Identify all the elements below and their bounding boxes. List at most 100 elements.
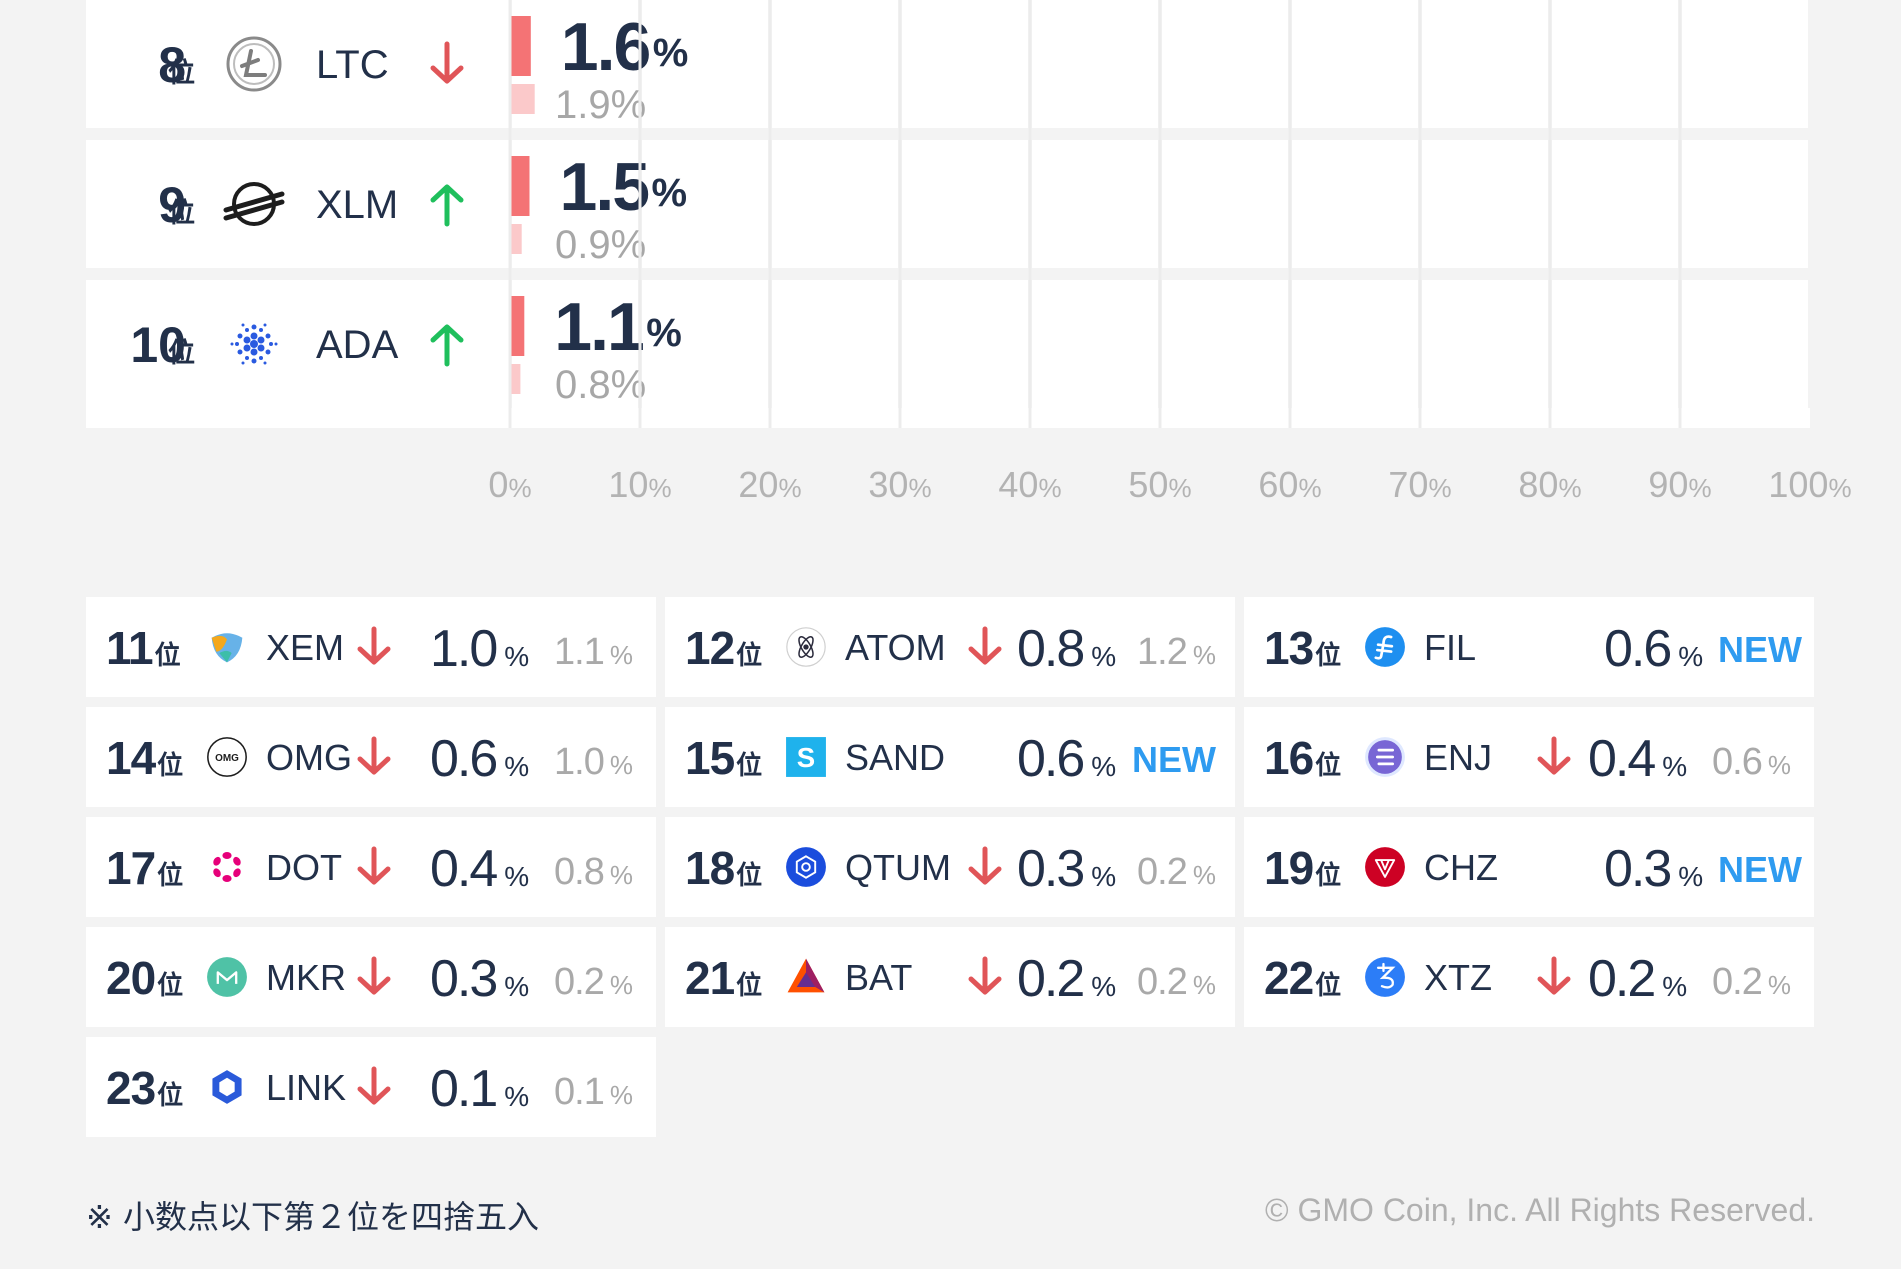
coin-icon-frame bbox=[1365, 847, 1405, 887]
new-badge: NEW bbox=[1132, 739, 1216, 780]
coin-symbol: DOT bbox=[266, 847, 342, 888]
coin-icon-frame bbox=[1365, 957, 1405, 997]
plot-cell bbox=[1032, 280, 1158, 408]
rank-number: 12 bbox=[685, 622, 735, 674]
rank-label: 21位 bbox=[685, 951, 762, 1007]
trend-frame bbox=[357, 626, 391, 665]
rank-label: 12位 bbox=[685, 621, 762, 677]
value-current: 0.1 bbox=[430, 1060, 498, 1118]
previous-block: 0.6% bbox=[1712, 741, 1791, 784]
tezos-icon bbox=[1365, 957, 1405, 997]
rank-label: 22位 bbox=[1264, 951, 1341, 1007]
value-unit: % bbox=[504, 861, 530, 892]
rank-cell: 20位 MKR 0.3% 0.2% bbox=[86, 927, 656, 1027]
value-previous-unit: % bbox=[1192, 970, 1216, 1000]
value-current: 1.0 bbox=[430, 620, 498, 678]
coin-icon-frame bbox=[211, 633, 243, 663]
nem-icon bbox=[211, 633, 243, 663]
value-previous: 1.0 bbox=[554, 741, 605, 783]
value-unit: % bbox=[1091, 861, 1117, 892]
rank-suffix: 位 bbox=[1315, 641, 1342, 671]
chiliz-icon bbox=[1365, 847, 1405, 887]
value-previous-unit: % bbox=[609, 860, 633, 890]
rank-number: 17 bbox=[106, 842, 156, 894]
value-current: 0.2 bbox=[1588, 950, 1656, 1008]
cosmos-icon bbox=[786, 627, 826, 667]
new-badge: NEW bbox=[1718, 849, 1802, 890]
x-tick-label: 60% bbox=[1258, 464, 1321, 505]
value-current: 1.6 bbox=[561, 9, 650, 85]
row-label-bg bbox=[86, 280, 510, 408]
rank-number: 23 bbox=[106, 1062, 156, 1114]
trend-frame bbox=[357, 846, 391, 885]
rank-label: 15位 bbox=[685, 731, 762, 787]
coin-symbol: ATOM bbox=[845, 627, 946, 668]
rank-number: 21 bbox=[685, 952, 735, 1004]
coin-symbol: QTUM bbox=[845, 847, 951, 888]
value-block: 0.3% bbox=[1017, 839, 1116, 899]
trend-frame bbox=[357, 956, 391, 995]
rank-suffix: 位 bbox=[154, 641, 181, 671]
value-previous-unit: % bbox=[1767, 750, 1791, 780]
plot-cell bbox=[1292, 140, 1418, 268]
value-previous-unit: % bbox=[1192, 860, 1216, 890]
plot-cell bbox=[902, 140, 1028, 268]
arrow-down-icon bbox=[357, 956, 391, 995]
plot-cell bbox=[902, 280, 1028, 408]
value-unit: % bbox=[1091, 971, 1117, 1002]
rank-cell: 22位 XTZ 0.2% 0.2% bbox=[1244, 927, 1814, 1027]
row-label-bg bbox=[86, 140, 510, 268]
rank-number: 16 bbox=[1264, 732, 1314, 784]
plot-cell bbox=[642, 0, 768, 128]
plot-cell bbox=[772, 140, 898, 268]
coin-symbol: LTC bbox=[316, 43, 389, 87]
value-unit: % bbox=[504, 971, 530, 1002]
coin-symbol: BAT bbox=[845, 957, 913, 998]
bar-current bbox=[510, 296, 525, 356]
value-previous: 0.2 bbox=[1137, 851, 1188, 893]
omg-icon-text: OMG bbox=[215, 753, 239, 764]
bar-previous bbox=[510, 224, 522, 254]
arrow-down-icon bbox=[357, 736, 391, 775]
coin-symbol: XTZ bbox=[1424, 957, 1492, 998]
sandbox-icon: S bbox=[786, 737, 826, 777]
bar-previous bbox=[510, 84, 535, 114]
litecoin-icon bbox=[226, 36, 282, 92]
rank-number: 10 bbox=[130, 317, 186, 373]
rank-suffix: 位 bbox=[736, 751, 763, 781]
rank-suffix: 位 bbox=[736, 971, 763, 1001]
value-unit: % bbox=[1662, 751, 1688, 782]
value-unit: % bbox=[653, 31, 689, 75]
plot-cell bbox=[1682, 0, 1808, 128]
rank-cell: 18位 QTUM 0.3% 0.2% bbox=[665, 817, 1235, 917]
value-unit: % bbox=[504, 751, 530, 782]
value-previous: 0.2 bbox=[1712, 961, 1763, 1003]
value-current: 1.1 bbox=[554, 289, 643, 365]
rank-suffix: 位 bbox=[1315, 751, 1342, 781]
rank-suffix: 位 bbox=[168, 57, 195, 89]
trend-frame bbox=[968, 956, 1002, 995]
value-previous: 0.8% bbox=[555, 363, 646, 407]
x-tick-label: 30% bbox=[868, 464, 931, 505]
coin-symbol: ENJ bbox=[1424, 737, 1493, 778]
rank-number: 8 bbox=[158, 37, 186, 93]
value-block: 0.6% bbox=[1604, 619, 1703, 679]
plot-cell bbox=[1032, 0, 1158, 128]
x-tick-label: 40% bbox=[998, 464, 1061, 505]
coin-symbol: LINK bbox=[266, 1067, 347, 1108]
coin-symbol: CHZ bbox=[1424, 847, 1498, 888]
value-current: 0.6 bbox=[1017, 730, 1085, 788]
value-previous: 1.2 bbox=[1137, 631, 1188, 673]
trend-frame bbox=[1537, 956, 1571, 995]
rank-suffix: 位 bbox=[1315, 971, 1342, 1001]
rank-number: 9 bbox=[158, 177, 186, 233]
x-tick-label: 20% bbox=[738, 464, 801, 505]
value-block: 0.4% bbox=[430, 839, 529, 899]
coin-icon-frame bbox=[787, 958, 825, 993]
x-tick-label: 90% bbox=[1648, 464, 1711, 505]
value-previous-unit: % bbox=[609, 970, 633, 1000]
rank-label: 20位 bbox=[106, 951, 183, 1007]
allocation-chart: 8位 LTC 1.6 %1.9%9位 XLM 1.5 %0.9%10位 ADA 1.1 %0.8%… bbox=[86, 0, 1852, 505]
previous-block: 0.8% bbox=[554, 851, 633, 894]
rank-suffix: 位 bbox=[736, 861, 763, 891]
